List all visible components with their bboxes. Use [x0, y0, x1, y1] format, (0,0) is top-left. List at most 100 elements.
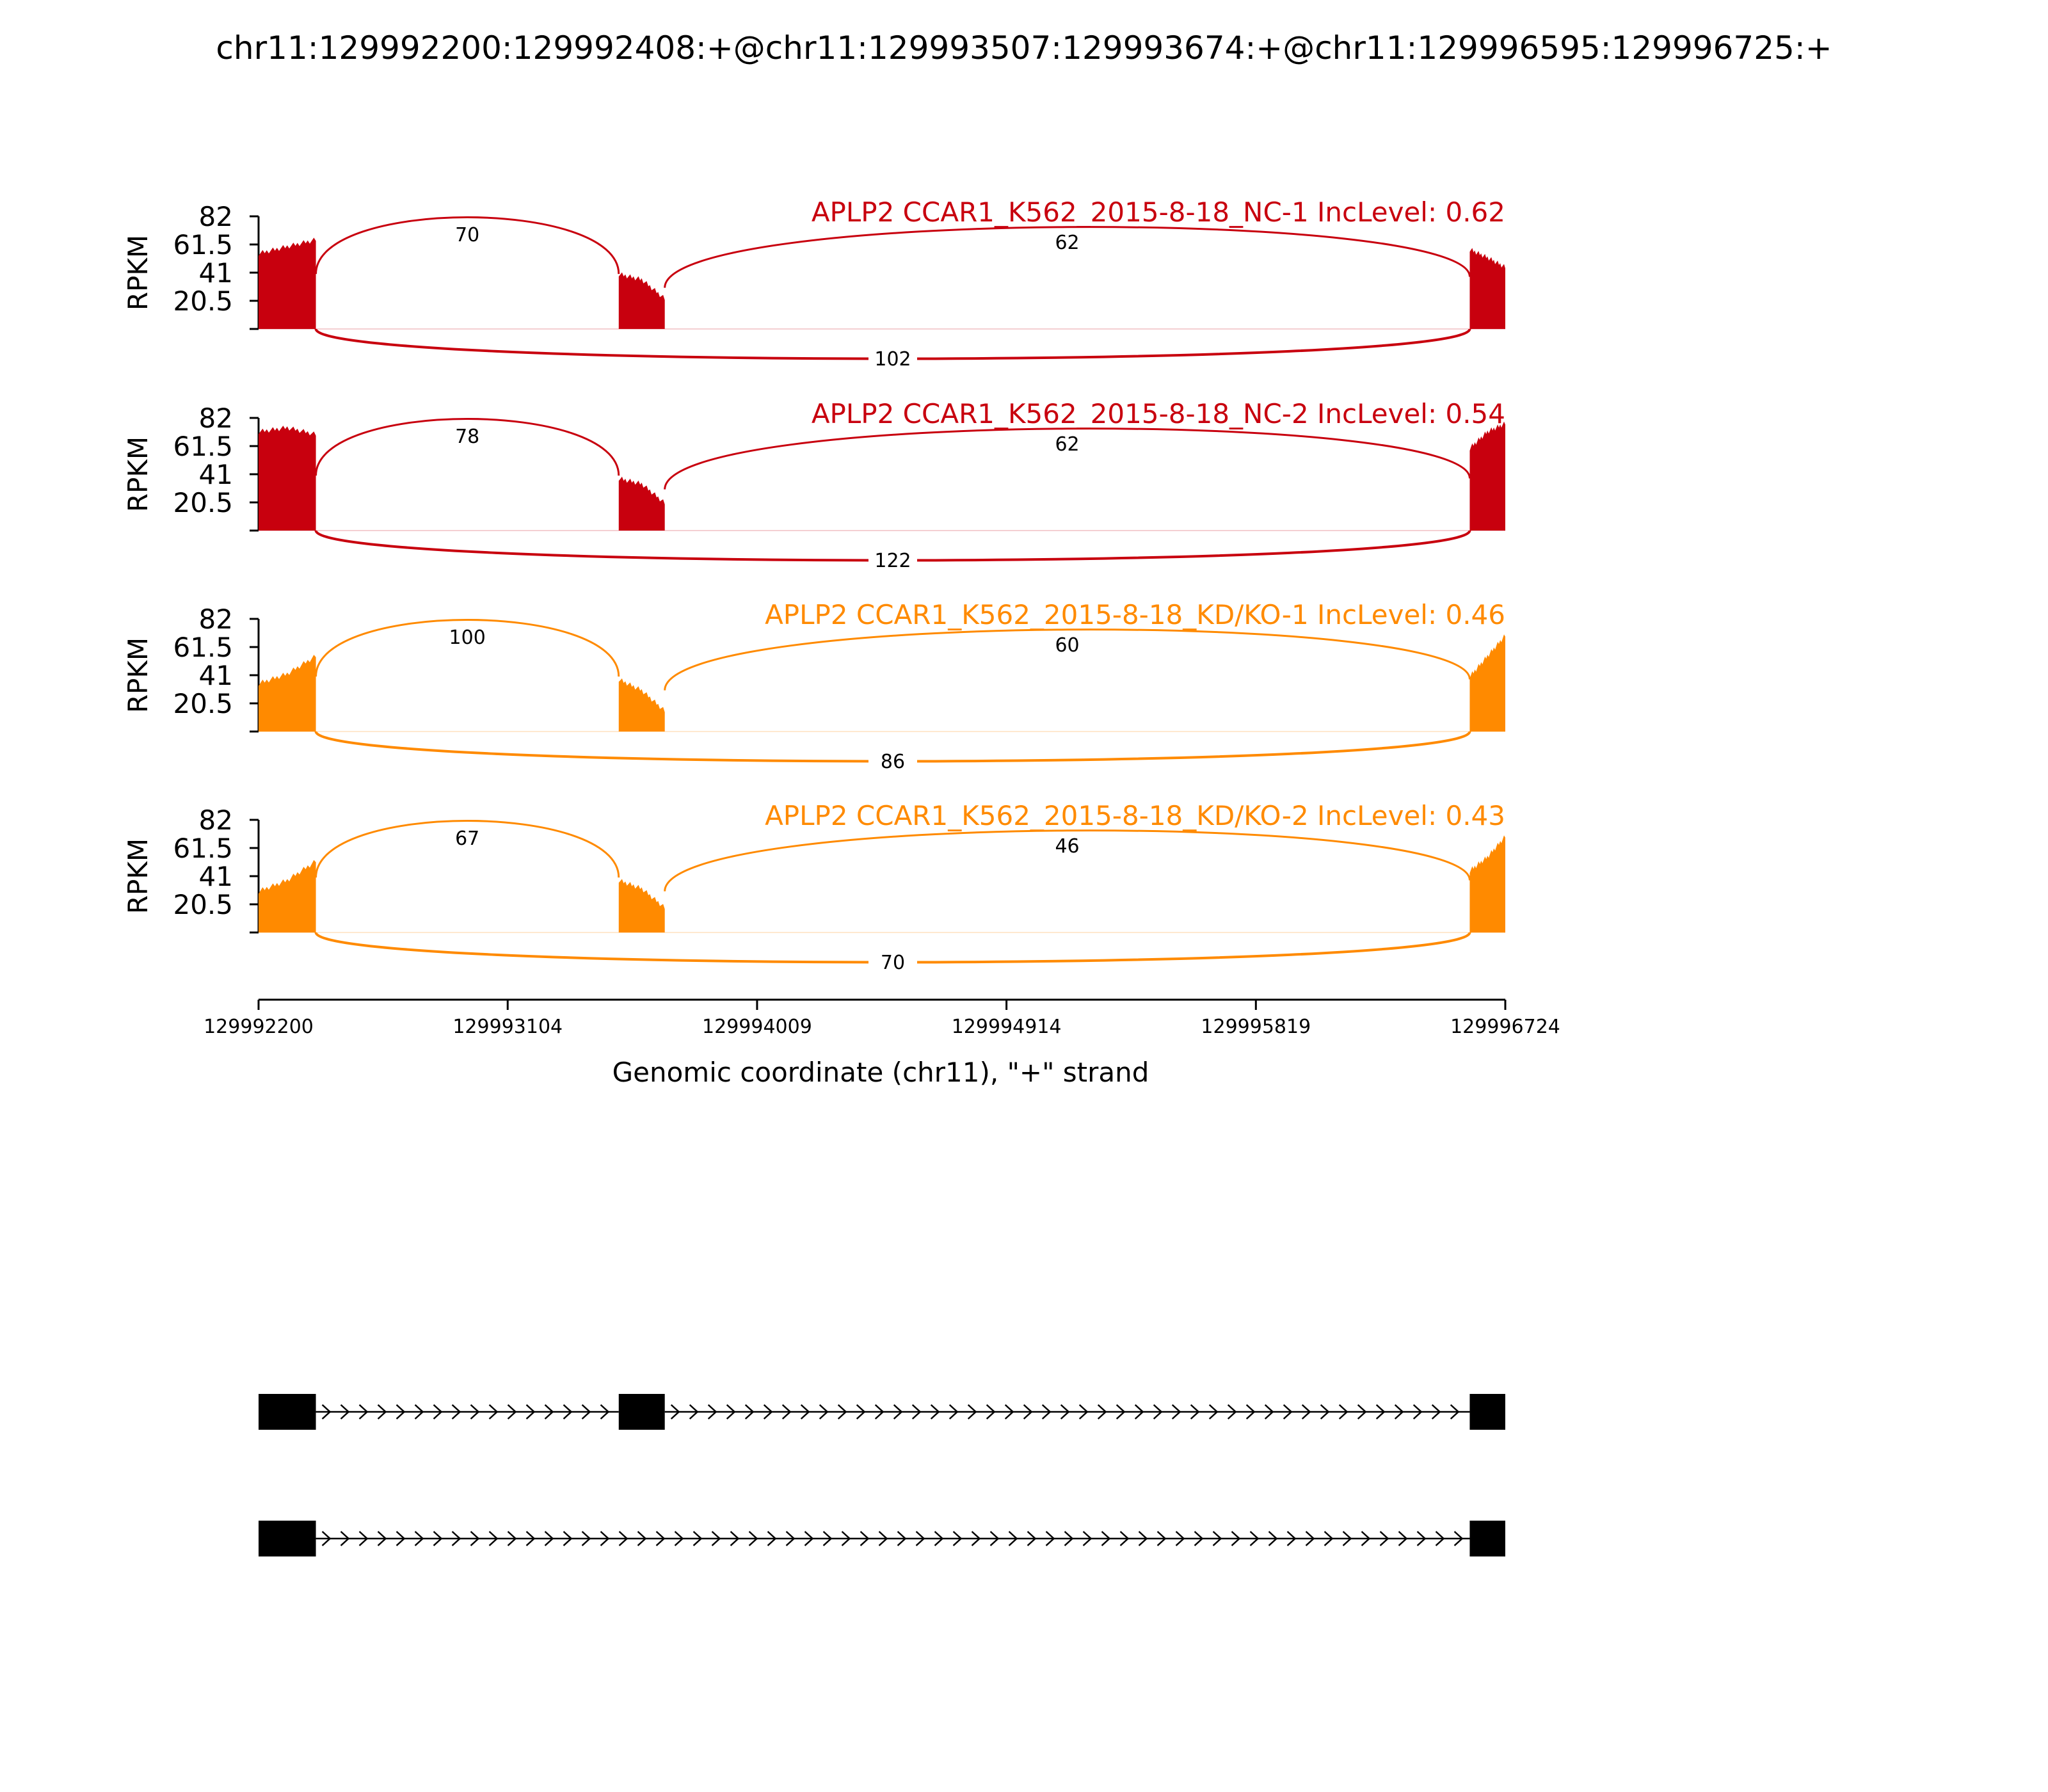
- strand-arrow: [1342, 1531, 1352, 1546]
- strand-arrow: [1249, 1531, 1260, 1546]
- strand-arrow: [707, 1404, 717, 1420]
- strand-arrow: [433, 1531, 443, 1546]
- strand-arrow: [841, 1531, 851, 1546]
- strand-arrow: [1394, 1404, 1404, 1420]
- strand-arrow: [1082, 1531, 1092, 1546]
- strand-arrow: [856, 1404, 866, 1420]
- strand-arrow: [563, 1404, 573, 1420]
- strand-arrow: [340, 1531, 350, 1546]
- strand-arrow: [600, 1531, 610, 1546]
- strand-arrow: [1338, 1404, 1348, 1420]
- y-tick-label: 61.5: [173, 431, 233, 462]
- junction-label-bg: [443, 423, 492, 449]
- junction-label-bg: [443, 624, 492, 650]
- y-axis-title: RPKM: [122, 235, 154, 310]
- exon-coverage-2: [618, 879, 665, 932]
- strand-arrow: [1134, 1404, 1144, 1420]
- strand-arrow: [544, 1404, 554, 1420]
- x-tick-label: 129994914: [952, 1016, 1062, 1038]
- junction-count-label: 102: [874, 348, 911, 371]
- strand-arrow: [1008, 1531, 1018, 1546]
- strand-arrow: [1412, 1404, 1423, 1420]
- strand-arrow: [507, 1404, 517, 1420]
- strand-arrow: [1153, 1404, 1163, 1420]
- y-tick-label: 61.5: [173, 229, 233, 260]
- strand-arrow: [655, 1531, 666, 1546]
- junction-count-label: 86: [881, 751, 905, 773]
- y-tick-label: 41: [199, 861, 233, 892]
- strand-arrow: [637, 1531, 647, 1546]
- strand-arrow: [340, 1404, 350, 1420]
- track-label: APLP2 CCAR1_K562_2015-8-18_NC-1 IncLevel…: [812, 196, 1505, 228]
- y-tick-label: 20.5: [173, 889, 233, 920]
- strand-arrow: [563, 1531, 573, 1546]
- strand-arrow: [711, 1531, 721, 1546]
- junction-label-bg: [868, 748, 918, 774]
- strand-arrow: [525, 1404, 536, 1420]
- strand-arrow: [1138, 1531, 1148, 1546]
- strand-arrow: [451, 1531, 461, 1546]
- y-axis-title: RPKM: [122, 838, 154, 914]
- strand-arrow: [948, 1404, 959, 1420]
- strand-arrow: [414, 1531, 424, 1546]
- isoform-1: [259, 1394, 1505, 1430]
- strand-arrow: [1190, 1404, 1200, 1420]
- junction-arc: [664, 428, 1471, 490]
- x-axis: 129992200 129993104 129994009 129994914 1299…: [204, 998, 1560, 1038]
- strand-arrow: [819, 1404, 829, 1420]
- x-tick-label: 129996724: [1450, 1016, 1560, 1038]
- strand-arrow: [989, 1531, 1000, 1546]
- strand-arrow: [804, 1531, 814, 1546]
- exon-coverage-2: [618, 476, 665, 531]
- strand-arrow: [1175, 1531, 1185, 1546]
- strand-arrow: [967, 1404, 977, 1420]
- strand-arrow: [952, 1531, 963, 1546]
- strand-arrow: [1101, 1531, 1111, 1546]
- strand-arrow: [730, 1531, 740, 1546]
- strand-arrow: [1004, 1404, 1014, 1420]
- strand-arrow: [748, 1531, 758, 1546]
- exon-coverage-2: [618, 272, 665, 329]
- strand-arrow: [358, 1404, 369, 1420]
- y-tick-label: 20.5: [173, 285, 233, 317]
- strand-arrow: [893, 1404, 903, 1420]
- strand-arrow: [1264, 1404, 1274, 1420]
- strand-arrow: [670, 1404, 680, 1420]
- junction-label-bg: [1043, 431, 1092, 456]
- strand-arrow: [581, 1531, 591, 1546]
- strand-arrow: [1301, 1404, 1311, 1420]
- strand-arrow: [414, 1404, 424, 1420]
- strand-arrow: [1041, 1404, 1052, 1420]
- exon-block: [259, 1521, 316, 1556]
- strand-arrow: [878, 1531, 888, 1546]
- strand-arrow: [860, 1531, 870, 1546]
- strand-arrow: [930, 1404, 940, 1420]
- y-tick-label: 61.5: [173, 833, 233, 864]
- strand-arrow: [763, 1404, 773, 1420]
- junction-arc: [315, 216, 620, 275]
- y-tick-label: 20.5: [173, 688, 233, 719]
- junction-label-bg: [868, 346, 918, 371]
- strand-arrow: [1450, 1404, 1460, 1420]
- strand-arrow: [1212, 1531, 1222, 1546]
- junction-arc: [315, 418, 620, 476]
- x-tick-label: 129995819: [1201, 1016, 1311, 1038]
- y-axis-title: RPKM: [122, 436, 154, 512]
- strand-arrow: [618, 1531, 628, 1546]
- strand-arrow: [507, 1531, 517, 1546]
- exon-block: [1469, 1521, 1505, 1556]
- strand-arrow: [396, 1531, 406, 1546]
- y-tick-label: 61.5: [173, 632, 233, 663]
- strand-arrow: [915, 1531, 925, 1546]
- junction-arc: [664, 829, 1471, 892]
- x-axis-title: Genomic coordinate (chr11), "+" strand: [612, 1057, 1149, 1088]
- exon-block: [1469, 1394, 1505, 1430]
- strand-arrow: [1416, 1531, 1427, 1546]
- y-tick-label: 82: [199, 201, 233, 232]
- junction-count-label: 78: [455, 426, 479, 448]
- strand-arrow: [1379, 1531, 1389, 1546]
- x-tick-label: 129992200: [204, 1016, 314, 1038]
